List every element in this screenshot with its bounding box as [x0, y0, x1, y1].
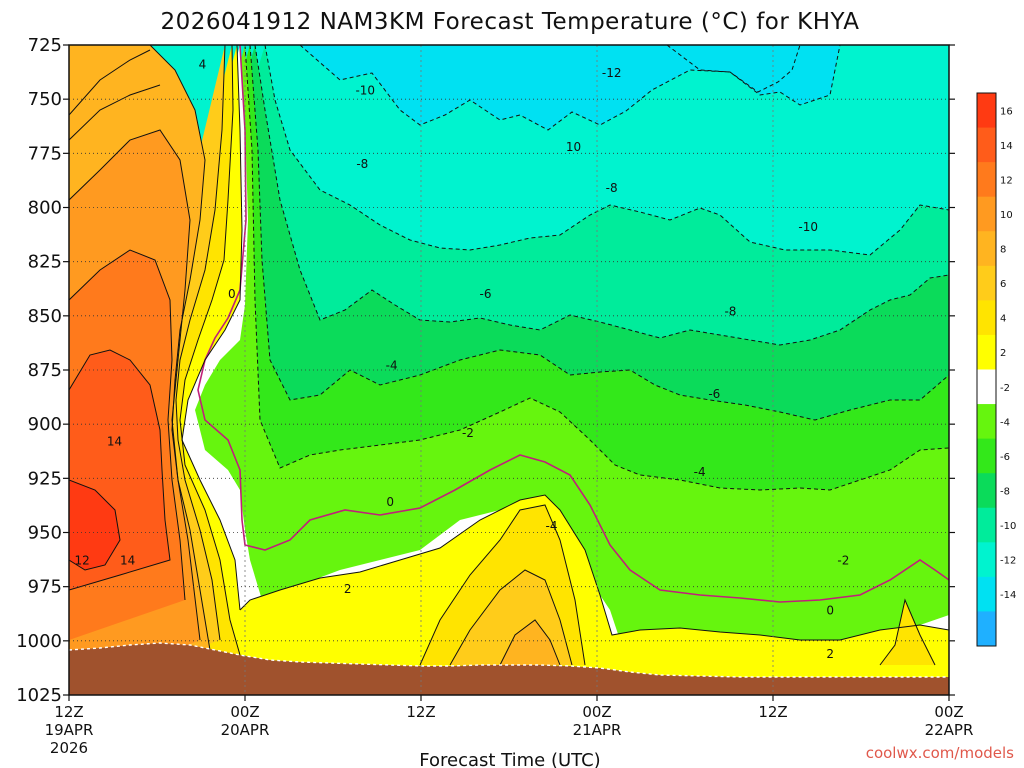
- x-tick-label: 19APR: [45, 721, 94, 739]
- contour-label: -4: [546, 519, 558, 533]
- x-tick-label: 00Z: [934, 703, 963, 721]
- contour-labels: 4 0 14 12 14 -10 -12 -8 10 -8 -10 -6 -8 -4 -6 -2 -4 0 -4 2 -…: [75, 58, 850, 661]
- x-tick-label: 22APR: [925, 721, 974, 739]
- contour-label: 2: [344, 582, 352, 596]
- contour-label: -10: [355, 84, 375, 98]
- contour-label: -8: [724, 305, 736, 319]
- colorbar-tick-label: -12: [1000, 556, 1016, 567]
- colorbar-tick-label: -8: [1000, 486, 1010, 497]
- y-tick-label: 1000: [16, 631, 62, 652]
- colorbar-swatch: [977, 127, 996, 163]
- contour-label: -4: [386, 359, 398, 373]
- y-axis: 7257507758008258508759009259509751000102…: [16, 35, 955, 706]
- contour-label: -8: [356, 157, 368, 171]
- y-tick-label: 925: [28, 468, 62, 489]
- x-tick-label: 20APR: [221, 721, 270, 739]
- x-tick-label: 21APR: [573, 721, 622, 739]
- colorbar: 16 14 12 10 8 6 4 2 -2 -4 -6 -8 -10 -12 -14: [976, 92, 1016, 647]
- contour-label: -10: [798, 220, 818, 234]
- y-tick-label: 875: [28, 360, 62, 381]
- contour-label: 0: [228, 287, 236, 301]
- fill-band-cold-minus-12: [300, 45, 840, 130]
- y-tick-label: 975: [28, 577, 62, 598]
- colorbar-swatch: [977, 404, 996, 440]
- colorbar-tick-label: 10: [1000, 210, 1013, 221]
- colorbar-swatch: [977, 507, 996, 543]
- colorbar-tick-label: 4: [1000, 314, 1006, 325]
- contour-label: -2: [462, 426, 474, 440]
- contour-label: 14: [120, 554, 135, 568]
- grid-lines: [69, 45, 949, 695]
- colorbar-tick-label: -4: [1000, 417, 1010, 428]
- colorbar-swatch: [977, 265, 996, 301]
- y-tick-label: 850: [28, 306, 62, 327]
- y-tick-label: 750: [28, 89, 62, 110]
- colorbar-swatch: [977, 369, 996, 405]
- colorbar-swatch: [977, 300, 996, 336]
- contour-label: 14: [107, 435, 122, 449]
- contour-label: -12: [602, 66, 622, 80]
- contour-label: -6: [708, 387, 720, 401]
- y-tick-label: 900: [28, 414, 62, 435]
- contour-lines: [69, 45, 949, 666]
- y-tick-label: 800: [28, 198, 62, 219]
- contour-label: -2: [837, 554, 849, 568]
- colorbar-tick-label: 8: [1000, 245, 1006, 256]
- x-tick-label: 00Z: [230, 703, 259, 721]
- colorbar-tick-label: 14: [1000, 141, 1013, 152]
- contour-label: 4: [199, 58, 207, 72]
- colorbar-swatch: [977, 438, 996, 474]
- colorbar-tick-label: -14: [1000, 590, 1016, 601]
- colorbar-swatch: [977, 611, 996, 647]
- credit-text: coolwx.com/models: [866, 744, 1014, 762]
- terrain-top-edge: [69, 642, 949, 678]
- x-tick-label: 12Z: [406, 703, 435, 721]
- contour-label: 2: [826, 647, 834, 661]
- colorbar-tick-label: 16: [1000, 106, 1013, 117]
- contour-label: 10: [566, 140, 581, 154]
- colorbar-swatch: [977, 162, 996, 198]
- contour-label: -4: [694, 465, 706, 479]
- contour-label: 0: [826, 604, 834, 618]
- fill-band-plus-8: [69, 45, 560, 695]
- y-tick-label: 950: [28, 523, 62, 544]
- x-axis-label: Forecast Time (UTC): [419, 750, 600, 768]
- x-tick-label: 12Z: [54, 703, 83, 721]
- chart-title: 2026041912 NAM3KM Forecast Temperature (…: [160, 9, 859, 35]
- colorbar-swatch: [977, 334, 996, 370]
- colorbar-frame: [976, 92, 997, 647]
- contour-label: -6: [480, 287, 492, 301]
- y-tick-label: 775: [28, 143, 62, 164]
- x-tick-label: 12Z: [758, 703, 787, 721]
- y-tick-label: 825: [28, 252, 62, 273]
- colorbar-swatch: [977, 473, 996, 509]
- colorbar-swatch: [977, 542, 996, 578]
- colorbar-tick-label: 2: [1000, 348, 1006, 359]
- x-tick-label: 2026: [50, 739, 88, 757]
- y-tick-label: 725: [28, 35, 62, 56]
- colorbar-swatch: [977, 196, 996, 232]
- terrain-surface: [69, 643, 949, 695]
- colorbar-swatch: [977, 576, 996, 612]
- contour-label: 12: [75, 554, 90, 568]
- y-tick-label: 1025: [16, 685, 62, 706]
- contour-label: -8: [606, 181, 618, 195]
- colorbar-tick-label: -2: [1000, 383, 1010, 394]
- colorbar-swatch: [977, 93, 996, 129]
- colorbar-tick-label: 6: [1000, 279, 1006, 290]
- colorbar-tick-label: -10: [1000, 521, 1016, 532]
- colorbar-swatch: [977, 231, 996, 267]
- x-tick-label: 00Z: [582, 703, 611, 721]
- colorbar-tick-label: -6: [1000, 452, 1010, 463]
- colorbar-tick-label: 12: [1000, 175, 1013, 186]
- plot-area: 4 0 14 12 14 -10 -12 -8 10 -8 -10 -6 -8 -4 -6 -2 -4 0 -4 2 -…: [69, 45, 949, 695]
- contour-label: 0: [386, 495, 394, 509]
